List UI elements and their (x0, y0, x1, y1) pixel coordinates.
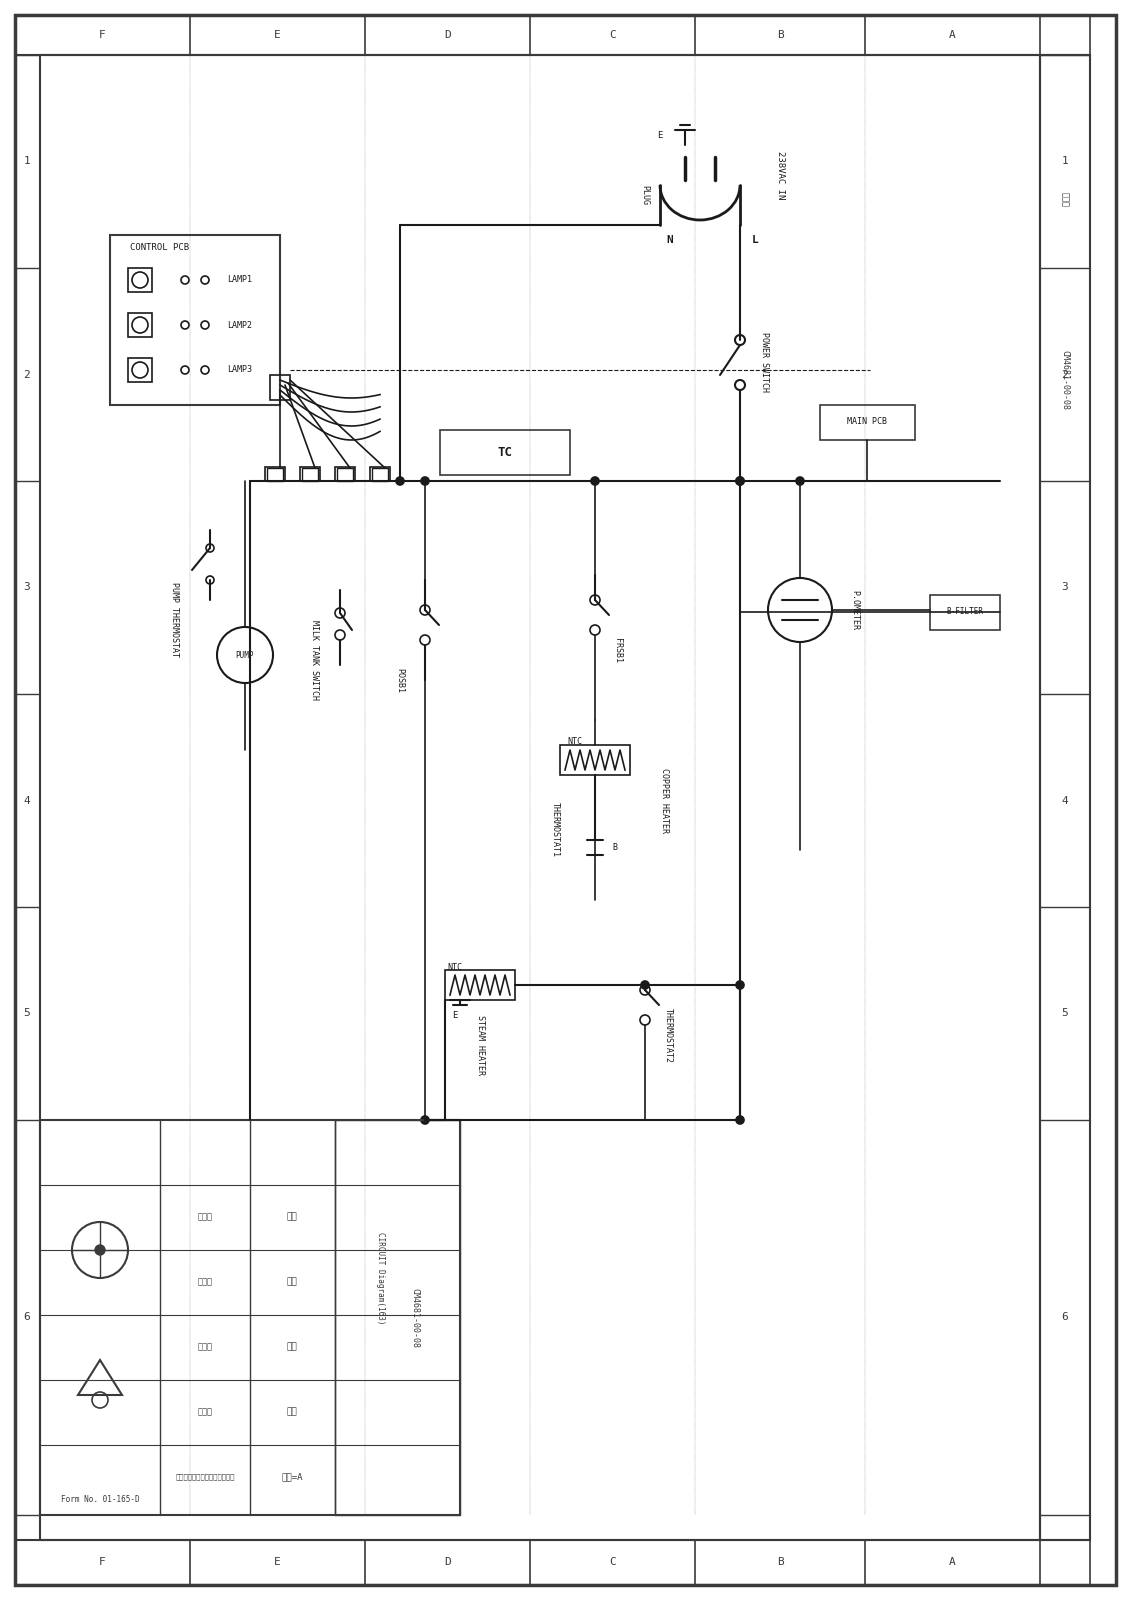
Bar (40, 54, 1041, 1539)
Text: N: N (666, 235, 673, 245)
Text: 1: 1 (24, 157, 31, 166)
Text: B-FILTER: B-FILTER (947, 608, 984, 616)
Circle shape (641, 981, 649, 989)
Bar (444, 970, 515, 1000)
Text: PUMP THERMOSTAT: PUMP THERMOSTAT (171, 582, 180, 658)
Text: 3: 3 (1062, 582, 1069, 592)
Text: 批准: 批准 (286, 1213, 297, 1221)
Text: NTC: NTC (568, 738, 582, 747)
Text: 6: 6 (1062, 1312, 1069, 1323)
Text: THERMOSTAT1: THERMOSTAT1 (551, 803, 560, 858)
Bar (267, 467, 283, 482)
Text: LAMP3: LAMP3 (227, 365, 252, 374)
Text: 日期：: 日期： (198, 1277, 213, 1286)
Text: PUMP: PUMP (235, 651, 254, 659)
Text: 4: 4 (1062, 795, 1069, 805)
Text: COPPER HEATER: COPPER HEATER (661, 768, 670, 832)
Circle shape (736, 477, 744, 485)
Text: 广东美的厨房电器制造有限公司: 广东美的厨房电器制造有限公司 (175, 1474, 235, 1480)
Text: POWER SWITCH: POWER SWITCH (760, 333, 769, 392)
Text: CM4681-00-08: CM4681-00-08 (411, 1288, 420, 1347)
Bar (1041, 54, 1090, 1539)
Text: E: E (274, 1557, 280, 1566)
Text: 日期：: 日期： (198, 1408, 213, 1416)
Text: 2: 2 (1062, 370, 1069, 379)
Bar (128, 314, 152, 338)
Text: L: L (752, 235, 759, 245)
Text: B: B (777, 1557, 784, 1566)
Bar (270, 374, 290, 400)
Circle shape (736, 981, 744, 989)
Bar (820, 405, 915, 440)
Text: A: A (949, 1557, 956, 1566)
Text: E: E (657, 131, 663, 139)
Text: C: C (610, 1557, 616, 1566)
Text: F: F (100, 1557, 106, 1566)
Text: FRSB1: FRSB1 (613, 637, 622, 662)
Bar (370, 467, 390, 482)
Circle shape (736, 1117, 744, 1123)
Text: D: D (444, 30, 451, 40)
Text: TC: TC (498, 445, 512, 459)
Text: THERMOSTAT2: THERMOSTAT2 (664, 1008, 673, 1062)
Text: LAMP1: LAMP1 (227, 275, 252, 285)
Text: P.OMETER: P.OMETER (851, 590, 860, 630)
Bar (40, 1120, 460, 1515)
Text: CONTROL PCB: CONTROL PCB (130, 243, 190, 251)
Bar (302, 467, 318, 482)
Bar (337, 467, 353, 482)
Text: 238VAC IN: 238VAC IN (776, 150, 785, 198)
Text: E: E (452, 1011, 458, 1019)
Text: 校对: 校对 (286, 1342, 297, 1352)
Text: 图号：: 图号： (1061, 192, 1070, 208)
Bar (265, 467, 285, 482)
Text: 4: 4 (24, 795, 31, 805)
Text: CIRCUIT Diagram(163): CIRCUIT Diagram(163) (375, 1232, 385, 1325)
Text: E: E (274, 30, 280, 40)
Text: 审核: 审核 (286, 1277, 297, 1286)
Bar (128, 267, 152, 291)
Bar (930, 595, 1000, 630)
Bar (335, 1120, 460, 1515)
Text: LAMP2: LAMP2 (227, 320, 252, 330)
Text: 日期：: 日期： (198, 1342, 213, 1352)
Circle shape (592, 477, 599, 485)
Text: 日期：: 日期： (198, 1213, 213, 1221)
Text: 版次=A: 版次=A (282, 1472, 303, 1482)
Text: 5: 5 (24, 1008, 31, 1019)
Bar (128, 358, 152, 382)
Text: A: A (949, 30, 956, 40)
Text: STEAM HEATER: STEAM HEATER (475, 1014, 484, 1075)
Bar (440, 430, 570, 475)
Text: B: B (777, 30, 784, 40)
Text: PLUG: PLUG (640, 186, 649, 205)
Circle shape (736, 477, 744, 485)
Circle shape (421, 477, 429, 485)
Text: B: B (613, 843, 618, 851)
Text: 5: 5 (1062, 1008, 1069, 1019)
Text: 制图: 制图 (286, 1408, 297, 1416)
Bar (335, 467, 355, 482)
Bar (560, 746, 630, 774)
Circle shape (421, 1117, 429, 1123)
Bar (372, 467, 388, 482)
Text: MAIN PCB: MAIN PCB (847, 418, 887, 427)
Text: 1: 1 (1062, 157, 1069, 166)
Text: C: C (610, 30, 616, 40)
Text: 3: 3 (24, 582, 31, 592)
Circle shape (396, 477, 404, 485)
Circle shape (796, 477, 804, 485)
Text: Form No. 01-165-D: Form No. 01-165-D (61, 1496, 139, 1504)
Text: 6: 6 (24, 1312, 31, 1323)
Text: MILK TANK SWITCH: MILK TANK SWITCH (311, 619, 319, 701)
Text: POSB1: POSB1 (396, 667, 405, 693)
Bar (110, 235, 280, 405)
Text: F: F (100, 30, 106, 40)
Text: D: D (444, 1557, 451, 1566)
Text: NTC: NTC (448, 963, 463, 971)
Bar (300, 467, 320, 482)
Text: CM4681-00-08: CM4681-00-08 (1061, 350, 1070, 410)
Circle shape (95, 1245, 105, 1254)
Text: 2: 2 (24, 370, 31, 379)
